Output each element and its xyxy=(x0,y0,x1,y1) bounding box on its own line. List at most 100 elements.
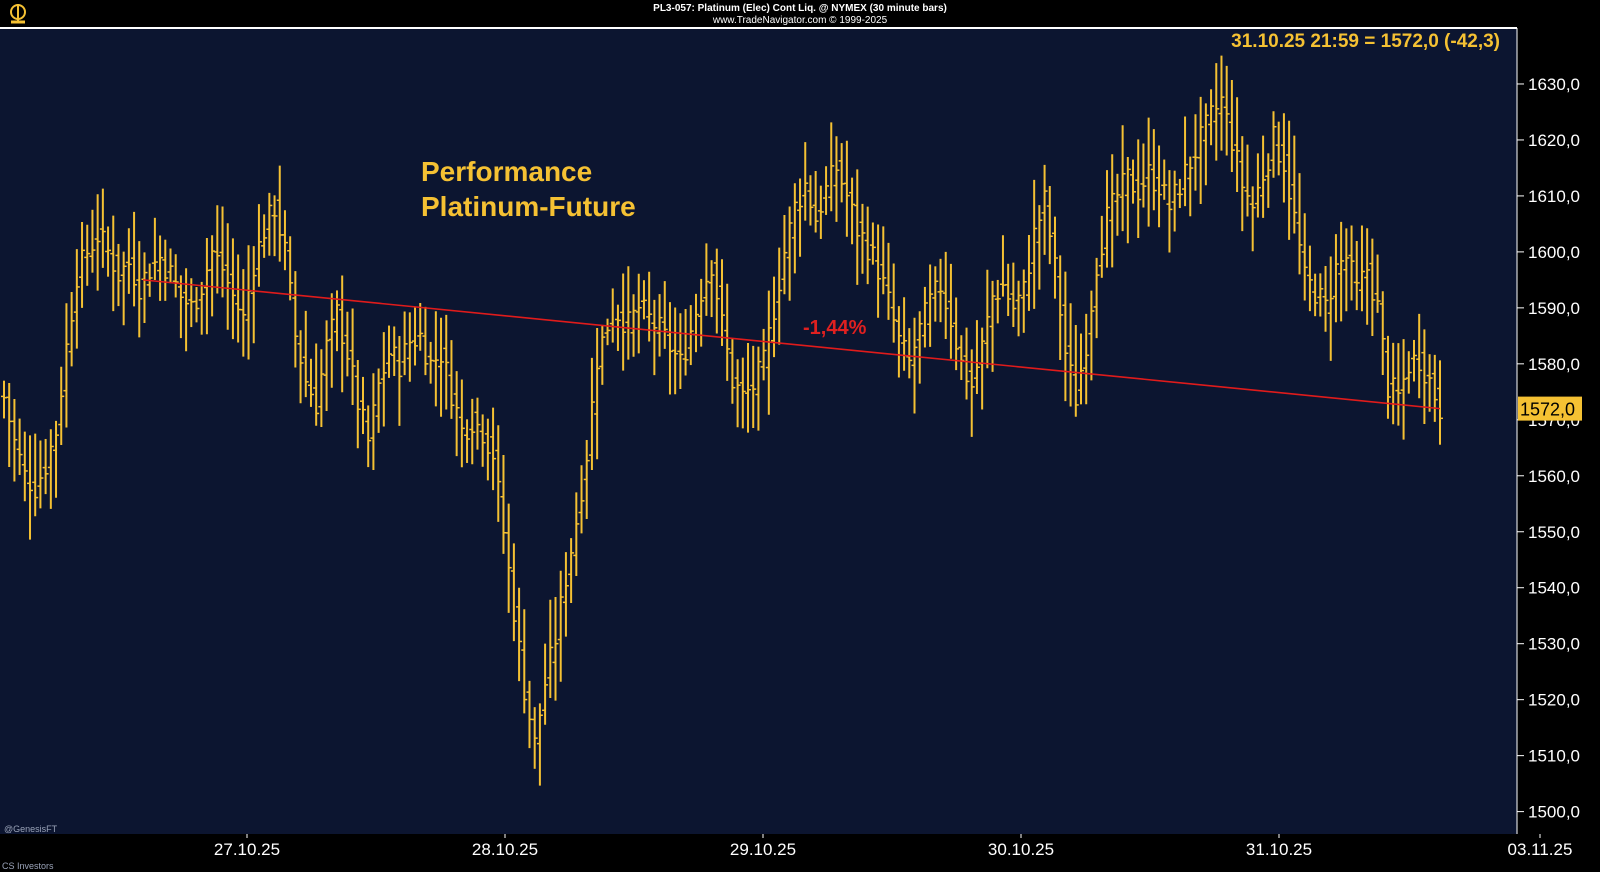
price-bar xyxy=(849,177,856,245)
price-bar xyxy=(666,302,673,395)
price-bar xyxy=(365,405,372,468)
price-bar xyxy=(1187,156,1194,217)
price-bar xyxy=(136,241,143,338)
performance-annotation: -1,44% xyxy=(803,317,867,339)
price-bar xyxy=(125,228,132,294)
last-price-tag: 1572,0 xyxy=(1518,396,1582,421)
price-bar xyxy=(1338,221,1345,322)
price-bar xyxy=(921,286,928,348)
price-bar xyxy=(1140,143,1147,208)
x-tick-label: 03.11.25 xyxy=(1508,840,1573,859)
y-tick-label: 1610,0 xyxy=(1528,187,1580,206)
price-bar xyxy=(651,299,658,376)
y-tick-label: 1550,0 xyxy=(1528,523,1580,542)
price-bar xyxy=(89,209,96,273)
chart-header-copyright: www.TradeNavigator.com © 1999-2025 xyxy=(712,15,888,26)
price-bar xyxy=(479,414,486,467)
price-bar xyxy=(1171,170,1178,232)
price-bar xyxy=(828,122,835,212)
price-bar xyxy=(557,570,564,682)
price-bar xyxy=(151,217,158,281)
price-bar xyxy=(531,707,538,769)
price-bar xyxy=(1421,329,1428,425)
price-bar xyxy=(375,368,382,433)
y-tick-label: 1500,0 xyxy=(1528,803,1580,822)
y-tick-label: 1630,0 xyxy=(1528,75,1580,94)
price-bar xyxy=(510,543,517,642)
price-bar xyxy=(1306,245,1313,312)
price-bar xyxy=(1051,216,1058,299)
price-bar xyxy=(250,246,257,344)
price-bar xyxy=(1119,125,1126,232)
price-bar xyxy=(495,425,502,522)
x-tick-label: 30.10.25 xyxy=(988,840,1054,859)
price-bar xyxy=(1182,116,1189,207)
price-bar xyxy=(973,320,980,394)
price-bar xyxy=(157,235,164,301)
price-bar xyxy=(578,465,585,534)
price-bar xyxy=(333,290,340,352)
y-axis: 1500,0 1510,0 1520,0 1530,0 1540,0 1550,0 1560… xyxy=(1517,75,1580,822)
price-bar xyxy=(994,279,1001,324)
price-bar xyxy=(370,373,377,470)
price-bar xyxy=(1260,135,1267,218)
price-bar xyxy=(1104,170,1111,268)
price-bar xyxy=(635,273,642,354)
price-bar xyxy=(916,311,923,384)
x-tick-label: 28.10.25 xyxy=(472,840,538,859)
price-bar xyxy=(625,266,632,360)
price-bar xyxy=(640,280,647,320)
price-bar xyxy=(864,206,871,285)
price-bar xyxy=(443,314,450,410)
price-bar xyxy=(781,214,788,295)
price-bar xyxy=(391,326,398,376)
price-bar xyxy=(1130,159,1137,204)
price-bar xyxy=(682,308,689,376)
price-bars xyxy=(1,55,1443,786)
price-bar xyxy=(1218,55,1225,151)
footer-watermark-bottom: CS Investors xyxy=(2,861,54,871)
price-bar xyxy=(1431,354,1438,422)
price-bar xyxy=(807,175,814,226)
price-bar xyxy=(1067,303,1074,407)
x-tick-label: 31.10.25 xyxy=(1246,840,1312,859)
price-bar xyxy=(1135,139,1142,238)
price-bar xyxy=(1332,234,1339,323)
price-bar xyxy=(812,171,819,233)
price-bar xyxy=(713,248,720,334)
price-bar xyxy=(1015,280,1022,337)
price-bar xyxy=(760,328,767,381)
price-bar xyxy=(1343,228,1350,312)
price-bar xyxy=(162,239,169,301)
price-bar xyxy=(1031,179,1038,309)
price-bar xyxy=(1286,120,1293,240)
y-tick-label: 1620,0 xyxy=(1528,131,1580,150)
price-bar xyxy=(547,599,554,699)
price-bar xyxy=(1270,111,1277,178)
price-bar xyxy=(890,263,897,343)
price-bar xyxy=(1098,215,1105,278)
price-bar xyxy=(771,276,778,358)
price-bar xyxy=(453,371,460,457)
price-bar xyxy=(1265,153,1272,208)
price-bar xyxy=(880,226,887,295)
price-bar xyxy=(313,343,320,426)
price-bar xyxy=(588,357,595,471)
price-bar xyxy=(1400,339,1407,440)
price-bar xyxy=(542,643,549,725)
price-bar xyxy=(1176,178,1183,209)
price-bar xyxy=(84,224,91,286)
x-tick-label: 29.10.25 xyxy=(730,840,796,859)
price-bar xyxy=(536,703,543,786)
price-bar xyxy=(552,596,559,701)
price-bar xyxy=(833,136,840,222)
price-bar xyxy=(755,346,762,431)
price-bar xyxy=(1416,313,1423,399)
price-bar xyxy=(1384,335,1391,419)
price-bar xyxy=(1296,173,1303,275)
price-bar xyxy=(261,214,268,258)
price-bar xyxy=(339,275,346,393)
price-bar xyxy=(687,305,694,366)
price-bar xyxy=(1161,159,1168,200)
